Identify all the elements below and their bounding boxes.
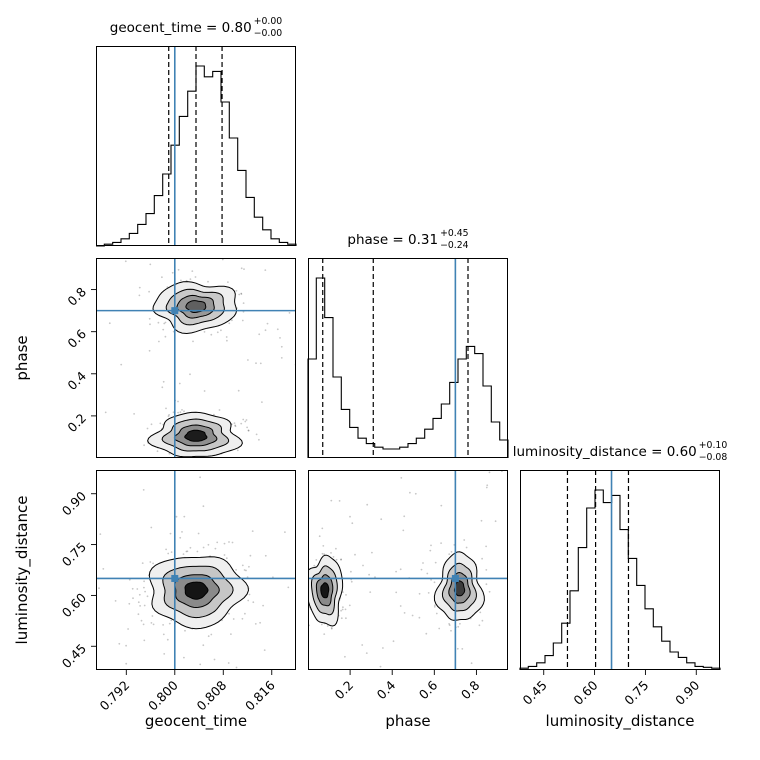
panel-geocent-time-vs-phase: 0.2 0.4 0.6 0.8 <box>64 258 296 458</box>
y-axis-label-luminosity-distance: luminosity_distance <box>13 495 31 645</box>
y-tick-label: 0.60 <box>59 590 89 620</box>
panel-border <box>308 258 508 458</box>
x-tick-label: 0.4 <box>374 677 399 702</box>
x-tick-label: 0.90 <box>672 677 702 707</box>
x-tick-label: 0.8 <box>458 677 483 702</box>
panel-geocent-time-hist <box>96 46 297 247</box>
uncertainty-plus: +0.10 <box>698 440 728 451</box>
y-tick-label: 0.4 <box>64 368 89 393</box>
uncertainty-minus: −0.24 <box>440 239 469 251</box>
y-tick-label: 0.90 <box>59 488 89 518</box>
truth-marker <box>171 307 179 315</box>
panel-phase-vs-luminosity: 0.2 0.4 0.6 0.8 <box>308 470 508 702</box>
density-svg-geocent_time-vs-phase: 0.2 0.4 0.6 0.8 <box>64 258 296 458</box>
uncertainty-plus: +0.45 <box>440 228 469 239</box>
x-tick-label: 0.816 <box>242 677 278 713</box>
y-tick-label: 0.75 <box>59 539 89 569</box>
panel-border <box>96 46 296 246</box>
density-svg-phase-vs-luminosity_distance: 0.2 0.4 0.6 0.8 <box>308 470 508 702</box>
density-layer <box>104 258 296 458</box>
panel-geocent-time-vs-luminosity: 0.792 0.800 0.808 0.816 0.45 0.60 0.75 0.90 <box>59 470 296 713</box>
truth-marker <box>171 574 179 582</box>
title-phase: phase = 0.31 +0.45 −0.24 <box>347 228 468 251</box>
y-tick-label: 0.45 <box>59 641 89 671</box>
truth-marker <box>451 574 459 582</box>
x-axis-label-geocent-time: geocent_time <box>144 712 248 730</box>
title-luminosity-distance-uncertainty: +0.10 −0.08 <box>699 440 728 463</box>
y-tick-label: 0.6 <box>64 326 89 351</box>
x-tick-label: 0.45 <box>520 678 550 708</box>
x-tick-label: 0.800 <box>145 677 181 713</box>
title-phase-text: phase = 0.31 <box>347 231 439 248</box>
x-tick-label: 0.6 <box>416 677 441 702</box>
x-tick-label: 0.808 <box>193 677 229 713</box>
uncertainty-plus: +0.00 <box>253 16 283 27</box>
x-tick-label: 0.60 <box>570 677 600 707</box>
hist-svg-phase <box>307 258 509 458</box>
title-luminosity-distance: luminosity_distance = 0.60 +0.10 −0.08 <box>513 440 728 463</box>
x-tick-label: 0.2 <box>332 678 357 703</box>
contour <box>184 429 208 442</box>
hist-svg-luminosity_distance: 0.45 0.60 0.75 0.90 <box>519 470 721 708</box>
x-axis-label-luminosity-distance: luminosity_distance <box>545 712 695 730</box>
panel-luminosity-hist: 0.45 0.60 0.75 0.90 <box>519 470 721 708</box>
contour <box>184 581 209 600</box>
x-tick-label: 0.75 <box>621 678 651 708</box>
uncertainty-minus: −0.08 <box>698 451 728 463</box>
hist-svg-geocent_time <box>96 46 297 247</box>
histogram-step <box>307 277 509 458</box>
panel-border <box>96 258 296 458</box>
x-tick-label: 0.792 <box>97 678 133 714</box>
y-tick-label: 0.8 <box>64 284 89 309</box>
title-phase-uncertainty: +0.45 −0.24 <box>440 228 469 251</box>
title-luminosity-distance-text: luminosity_distance = 0.60 <box>512 443 697 460</box>
panel-border <box>520 470 720 670</box>
y-axis-label-phase: phase <box>13 335 31 381</box>
y-tick-label: 0.2 <box>64 410 89 435</box>
title-geocent-time-text: geocent_time = 0.80 <box>109 19 252 36</box>
panel-phase-hist <box>307 258 509 458</box>
histogram-step <box>519 489 721 670</box>
panel-border <box>308 470 508 670</box>
panel-border <box>96 470 296 670</box>
density-layer <box>308 470 508 668</box>
uncertainty-minus: −0.00 <box>253 27 283 39</box>
density-svg-geocent_time-vs-luminosity_distance: 0.792 0.800 0.808 0.816 0.45 0.60 0.75 0.90 <box>59 470 296 713</box>
title-geocent-time-uncertainty: +0.00 −0.00 <box>254 16 283 39</box>
contour <box>320 582 330 599</box>
x-axis-label-phase: phase <box>385 712 431 730</box>
title-geocent-time: geocent_time = 0.80 +0.00 −0.00 <box>110 16 282 39</box>
